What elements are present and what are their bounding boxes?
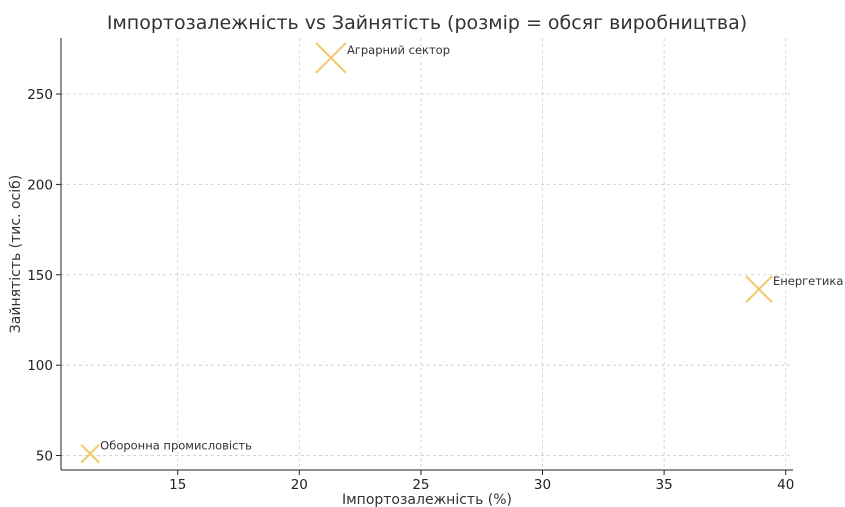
y-tick-label: 150	[27, 268, 53, 284]
x-axis-label: Імпортозалежність (%)	[342, 492, 512, 507]
grid	[61, 38, 793, 470]
y-tick-label: 100	[27, 358, 53, 374]
x-marker	[80, 444, 100, 464]
y-tick-label: 200	[27, 177, 53, 193]
point-label: Оборонна промисловість	[100, 439, 252, 453]
x-tick-label: 15	[169, 477, 186, 493]
chart-title: Імпортозалежність vs Зайнятість (розмір …	[107, 12, 747, 34]
x-tick-label: 40	[777, 477, 794, 493]
x-tick-label: 30	[534, 477, 551, 493]
data-point: Енергетика	[745, 274, 843, 303]
y-axis-label: Зайнятість (тис. осіб)	[8, 175, 24, 333]
data-points: Аграрний сектор Енергетика Оборонна промис…	[80, 42, 843, 464]
x-tick-label: 35	[656, 477, 673, 493]
x-tick-label: 25	[412, 477, 429, 493]
axes-frame	[60, 38, 793, 471]
point-label: Аграрний сектор	[347, 43, 450, 57]
axis-ticks: 15 20 25 30 35 40 50 100 150 200 250	[27, 87, 794, 493]
x-tick-label: 20	[291, 477, 308, 493]
point-label: Енергетика	[773, 274, 843, 288]
data-point: Аграрний сектор	[315, 42, 450, 74]
data-point: Оборонна промисловість	[80, 439, 252, 464]
y-tick-label: 250	[27, 87, 53, 103]
y-tick-label: 50	[36, 449, 53, 465]
x-marker	[315, 42, 347, 74]
x-marker	[745, 275, 773, 303]
